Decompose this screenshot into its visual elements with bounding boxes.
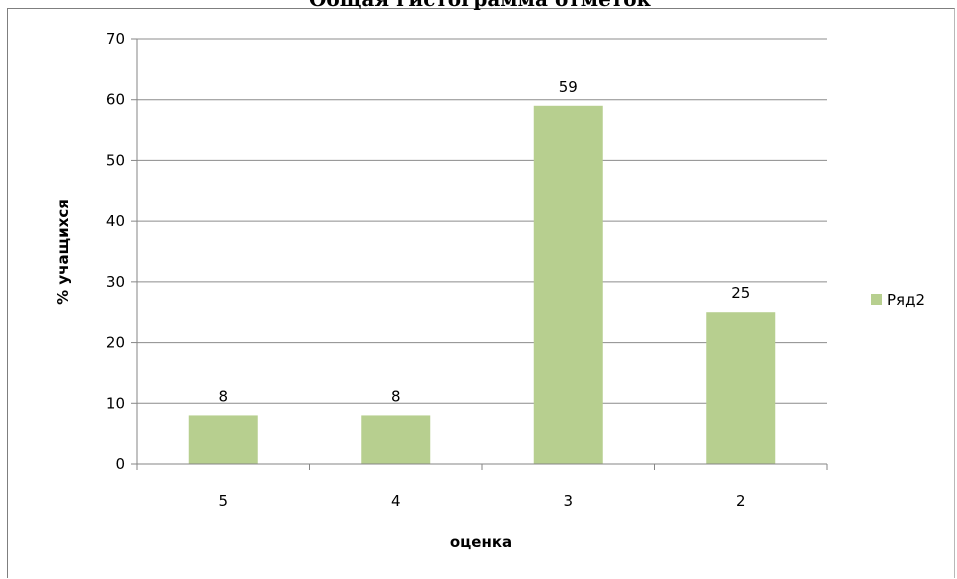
chart-title: Общая гистограмма отметок <box>309 0 652 11</box>
gridlines <box>137 38 827 404</box>
y-tick-label: 60 <box>106 91 125 109</box>
y-tick-label: 10 <box>106 394 125 412</box>
x-tick-labels: 5 4 3 2 <box>218 492 745 510</box>
y-tick-labels: 0 10 20 30 40 50 60 70 <box>106 30 125 473</box>
y-tick-label: 50 <box>106 151 125 169</box>
axes <box>131 38 828 470</box>
data-label: 8 <box>218 387 228 405</box>
legend: Ряд2 <box>871 291 925 309</box>
bars <box>188 105 776 465</box>
x-axis-title: оценка <box>450 533 512 551</box>
bar <box>188 415 258 464</box>
y-tick-label: 20 <box>106 334 125 352</box>
x-tick-label: 3 <box>563 492 573 510</box>
legend-swatch <box>871 294 882 305</box>
y-tick-label: 30 <box>106 273 125 291</box>
bar <box>533 105 603 465</box>
bar <box>706 312 776 464</box>
x-tick-label: 5 <box>218 492 228 510</box>
y-axis-title: % учащихся <box>54 199 72 305</box>
chart-frame <box>7 8 955 578</box>
y-tick-label: 40 <box>106 212 125 230</box>
bar <box>361 415 431 464</box>
data-label: 59 <box>559 78 578 96</box>
x-tick-label: 4 <box>391 492 401 510</box>
y-tick-label: 0 <box>115 455 125 473</box>
data-labels: 8 8 59 25 <box>218 78 750 406</box>
data-label: 25 <box>731 284 750 302</box>
x-tick-label: 2 <box>736 492 746 510</box>
legend-label: Ряд2 <box>887 291 925 309</box>
data-label: 8 <box>391 387 401 405</box>
y-tick-label: 70 <box>106 30 125 48</box>
